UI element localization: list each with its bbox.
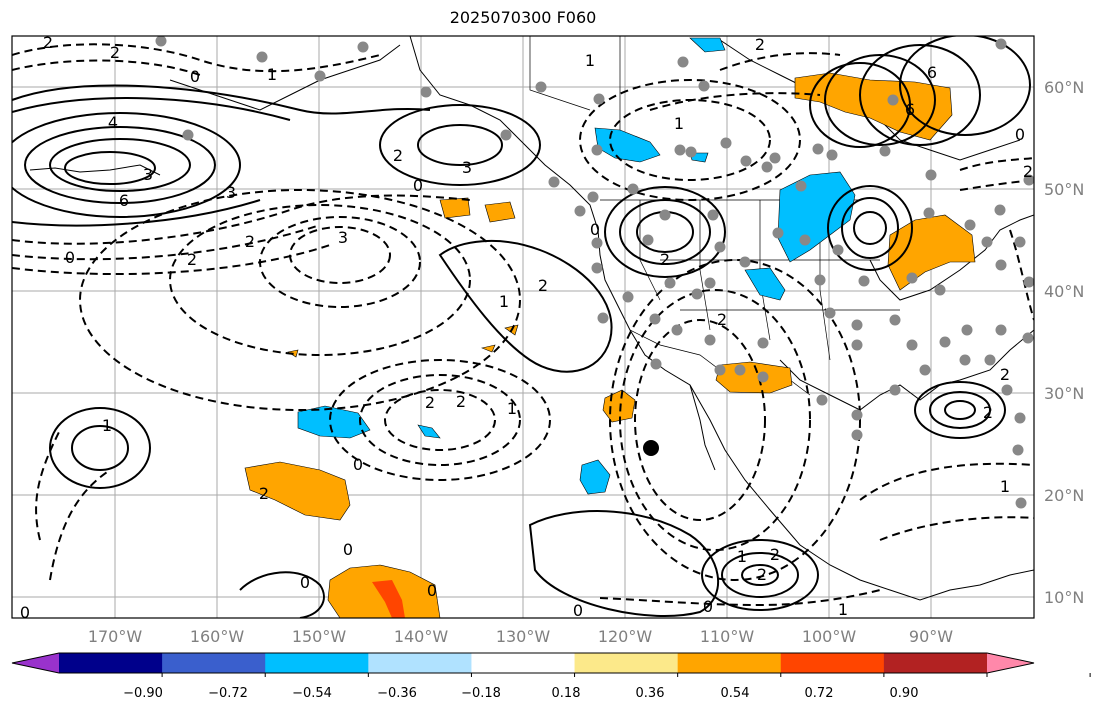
lon-label: 150°W bbox=[292, 627, 347, 646]
contour-label: 0 bbox=[65, 248, 75, 267]
lat-label: 40°N bbox=[1044, 282, 1084, 301]
colorbar-segment bbox=[265, 653, 369, 673]
colorbar-segment bbox=[677, 653, 782, 673]
contour-label: 0 bbox=[300, 573, 310, 592]
contour-label: 1 bbox=[585, 51, 595, 70]
latitude-labels: 60°N 50°N 40°N 30°N 20°N 10°N bbox=[1044, 78, 1084, 607]
contour-label: 2 bbox=[1000, 365, 1010, 384]
contour-label: 2 bbox=[538, 276, 548, 295]
strong-positive-region bbox=[372, 580, 405, 618]
contour-label: 0 bbox=[413, 176, 423, 195]
contour-label: 3 bbox=[226, 183, 236, 202]
contour-label: 1 bbox=[499, 292, 509, 311]
contour-labels: 2 2 0 1 4 3 6 6 0 2 3 0 3 2 2 0 3 1 2 1 … bbox=[20, 33, 1033, 622]
colorbar-segment bbox=[368, 653, 472, 673]
contour-label: 0 bbox=[427, 581, 437, 600]
contour-label: 2 bbox=[660, 250, 670, 269]
contour-label: 1 bbox=[267, 65, 277, 84]
contour-label: 2 bbox=[425, 393, 435, 412]
contour-label: 3 bbox=[338, 228, 348, 247]
colorbar-tick-label: −0.72 bbox=[208, 686, 248, 701]
contour-label: 2 bbox=[983, 403, 993, 422]
lat-label: 60°N bbox=[1044, 78, 1084, 97]
storm-center-marker bbox=[643, 440, 659, 456]
contour-label: 0 bbox=[1015, 125, 1025, 144]
lon-label: 130°W bbox=[496, 627, 551, 646]
contour-label: 2 bbox=[110, 43, 120, 62]
contour-label: 2 bbox=[245, 232, 255, 251]
contour-label: 1 bbox=[102, 416, 112, 435]
contour-label: 6 bbox=[927, 63, 937, 82]
contour-label: 2 bbox=[755, 35, 765, 54]
colorbar-tick-label: −0.18 bbox=[461, 686, 501, 701]
colorbar-segment bbox=[471, 653, 576, 673]
contour-label: 2 bbox=[43, 33, 53, 52]
lon-label: 120°W bbox=[598, 627, 653, 646]
lat-label: 20°N bbox=[1044, 486, 1084, 505]
station-markers bbox=[155, 36, 1034, 509]
dashed-contours bbox=[12, 43, 1034, 607]
contour-label: 0 bbox=[590, 220, 600, 239]
contour-label: 4 bbox=[108, 113, 118, 132]
colorbar-outline bbox=[11, 652, 1035, 674]
contour-label: 0 bbox=[190, 67, 200, 86]
contour-label: 6 bbox=[119, 191, 129, 210]
contour-label: 0 bbox=[703, 597, 713, 616]
contour-label: 2 bbox=[757, 565, 767, 584]
colorbar-extend-max bbox=[987, 653, 1034, 673]
colorbar-segment bbox=[574, 653, 679, 673]
contour-label: 0 bbox=[20, 603, 30, 622]
contour-label: 2 bbox=[456, 392, 466, 411]
lon-label: 160°W bbox=[190, 627, 245, 646]
colorbar-tick-label: −0.36 bbox=[377, 686, 417, 701]
colorbar-tick-label: 0.72 bbox=[805, 686, 834, 701]
contour-label: 1 bbox=[737, 547, 747, 566]
contour-label: 3 bbox=[462, 158, 472, 177]
colorbar-tick-label: 0.18 bbox=[552, 686, 581, 701]
map-title: 2025070300 F060 bbox=[449, 8, 597, 27]
contour-label: 1 bbox=[1000, 477, 1010, 496]
positive-anomaly-regions bbox=[244, 72, 976, 618]
lon-label: 90°W bbox=[909, 627, 953, 646]
colorbar-tick-label: 0.54 bbox=[721, 686, 750, 701]
colorbar-tick-label: −0.90 bbox=[123, 686, 163, 701]
colorbar-segment bbox=[780, 653, 885, 673]
lon-label: 110°W bbox=[700, 627, 755, 646]
lat-label: 10°N bbox=[1044, 588, 1084, 607]
contour-label: 2 bbox=[1023, 162, 1033, 181]
colorbar bbox=[11, 652, 1091, 677]
colorbar-segment bbox=[59, 653, 163, 673]
lat-label: 50°N bbox=[1044, 180, 1084, 199]
solid-contours bbox=[12, 36, 1031, 618]
lon-label: 100°W bbox=[802, 627, 857, 646]
contour-label: 2 bbox=[717, 310, 727, 329]
lat-label: 30°N bbox=[1044, 384, 1084, 403]
contour-label: 2 bbox=[393, 146, 403, 165]
contour-label: 3 bbox=[143, 165, 153, 184]
lon-label: 140°W bbox=[394, 627, 449, 646]
contour-label: 2 bbox=[770, 545, 780, 564]
colorbar-extend-min bbox=[12, 653, 59, 673]
contour-label: 2 bbox=[187, 250, 197, 269]
longitude-labels: 170°W 160°W 150°W 140°W 130°W 120°W 110°… bbox=[88, 627, 953, 646]
lon-label: 170°W bbox=[88, 627, 143, 646]
colorbar-segment bbox=[883, 653, 988, 673]
colorbar-tick-label: 0.36 bbox=[636, 686, 665, 701]
colorbar-tick-labels: −0.90 −0.72 −0.54 −0.36 −0.18 0.18 0.36 … bbox=[123, 686, 918, 701]
contour-label: 0 bbox=[353, 455, 363, 474]
contour-label: 2 bbox=[259, 484, 269, 503]
contour-label: 1 bbox=[838, 600, 848, 619]
colorbar-segment bbox=[162, 653, 266, 673]
contour-label: 1 bbox=[674, 114, 684, 133]
colorbar-tick-label: 0.90 bbox=[890, 686, 919, 701]
map-border bbox=[11, 35, 1035, 619]
colorbar-tick-label: −0.54 bbox=[292, 686, 332, 701]
contour-label: 6 bbox=[905, 100, 915, 119]
contour-label: 0 bbox=[343, 540, 353, 559]
contour-label: 0 bbox=[573, 601, 583, 620]
contour-label: 1 bbox=[507, 399, 517, 418]
